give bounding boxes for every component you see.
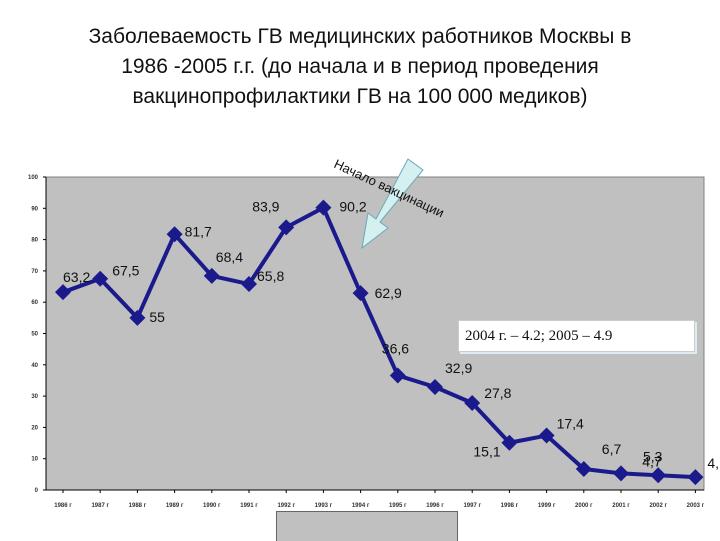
data-point-marker xyxy=(352,285,369,302)
bottom-placeholder-box xyxy=(276,511,458,541)
data-label: 63,2 xyxy=(63,269,90,285)
x-tick-label: 2003 г xyxy=(687,503,705,509)
data-label: 4,1 xyxy=(707,455,720,471)
y-tick-label: 20 xyxy=(31,425,38,431)
data-point-marker xyxy=(464,394,481,411)
y-tick-label: 30 xyxy=(31,394,38,400)
data-label: 90,2 xyxy=(339,199,366,215)
data-point-marker xyxy=(315,199,332,216)
title-line-2: 1986 -2005 г.г. (до начала и в период пр… xyxy=(121,55,599,78)
x-tick-label: 1989 г xyxy=(166,503,184,509)
x-tick-label: 1993 г xyxy=(315,503,333,509)
x-tick-label: 1996 г xyxy=(426,503,444,509)
data-point-marker xyxy=(203,267,220,284)
title-line-3: вакцинопрофилактики ГВ на 100 000 медико… xyxy=(132,85,588,108)
y-tick-label: 10 xyxy=(31,457,38,463)
data-point-marker xyxy=(501,434,518,451)
data-point-marker xyxy=(129,309,146,326)
x-tick-label: 1986 г xyxy=(54,503,72,509)
x-tick-label: 1998 г xyxy=(501,503,519,509)
data-label: 62,9 xyxy=(375,285,402,301)
annotation-text: 2004 г. – 4.2; 2005 – 4.9 xyxy=(465,328,613,344)
y-tick-label: 70 xyxy=(31,269,38,275)
data-point-marker xyxy=(538,427,555,444)
y-tick-label: 0 xyxy=(35,488,39,494)
y-tick-label: 80 xyxy=(31,238,38,244)
y-tick-label: 40 xyxy=(31,363,38,369)
x-tick-label: 1990 г xyxy=(203,503,221,509)
data-point-marker xyxy=(278,219,295,236)
x-tick-label: 1997 г xyxy=(463,503,481,509)
data-label: 55 xyxy=(149,309,165,325)
data-point-marker xyxy=(687,469,704,486)
data-label: 83,9 xyxy=(252,198,279,214)
data-point-marker xyxy=(613,465,629,482)
data-label: 15,1 xyxy=(473,444,500,460)
x-tick-label: 2000 г xyxy=(575,503,593,509)
data-label: 4,7 xyxy=(642,453,662,469)
x-tick-label: 1995 г xyxy=(389,503,407,509)
data-point-marker xyxy=(241,276,257,293)
data-point-marker xyxy=(389,367,406,384)
data-label: 5,3 xyxy=(643,448,663,464)
data-label: 67,5 xyxy=(112,263,139,279)
y-tick-label: 90 xyxy=(31,206,38,212)
data-label: 65,8 xyxy=(257,268,284,284)
data-label: 32,9 xyxy=(445,360,472,376)
y-tick-label: 100 xyxy=(28,175,39,181)
data-point-marker xyxy=(575,461,592,478)
data-label: 36,6 xyxy=(382,340,409,356)
data-point-marker xyxy=(92,270,109,287)
data-point-marker xyxy=(55,284,71,301)
data-point-marker xyxy=(650,467,667,484)
x-tick-label: 1991 г xyxy=(240,503,258,509)
x-tick-label: 2002 г xyxy=(649,503,667,509)
x-tick-label: 1992 г xyxy=(277,503,295,509)
data-label: 17,4 xyxy=(557,416,584,432)
x-tick-label: 1994 г xyxy=(352,503,370,509)
x-tick-label: 2001 г xyxy=(612,503,630,509)
data-label: 68,4 xyxy=(216,249,243,265)
data-label: 81,7 xyxy=(185,223,212,239)
x-tick-label: 1988 г xyxy=(129,503,147,509)
y-tick-label: 50 xyxy=(31,332,38,338)
x-tick-label: 1999 г xyxy=(538,503,556,509)
chart-title: Заболеваемость ГВ медицинских работников… xyxy=(20,22,700,112)
down-arrow-icon xyxy=(361,158,424,250)
data-point-marker xyxy=(427,379,443,396)
data-point-marker xyxy=(166,226,183,243)
data-label: 6,7 xyxy=(602,441,622,457)
annotation-box: 2004 г. – 4.2; 2005 – 4.9 xyxy=(458,320,695,352)
title-line-1: Заболеваемость ГВ медицинских работников… xyxy=(88,25,632,48)
y-tick-label: 60 xyxy=(31,300,38,306)
data-label: 27,8 xyxy=(484,385,511,401)
x-tick-label: 1987 г xyxy=(91,503,109,509)
